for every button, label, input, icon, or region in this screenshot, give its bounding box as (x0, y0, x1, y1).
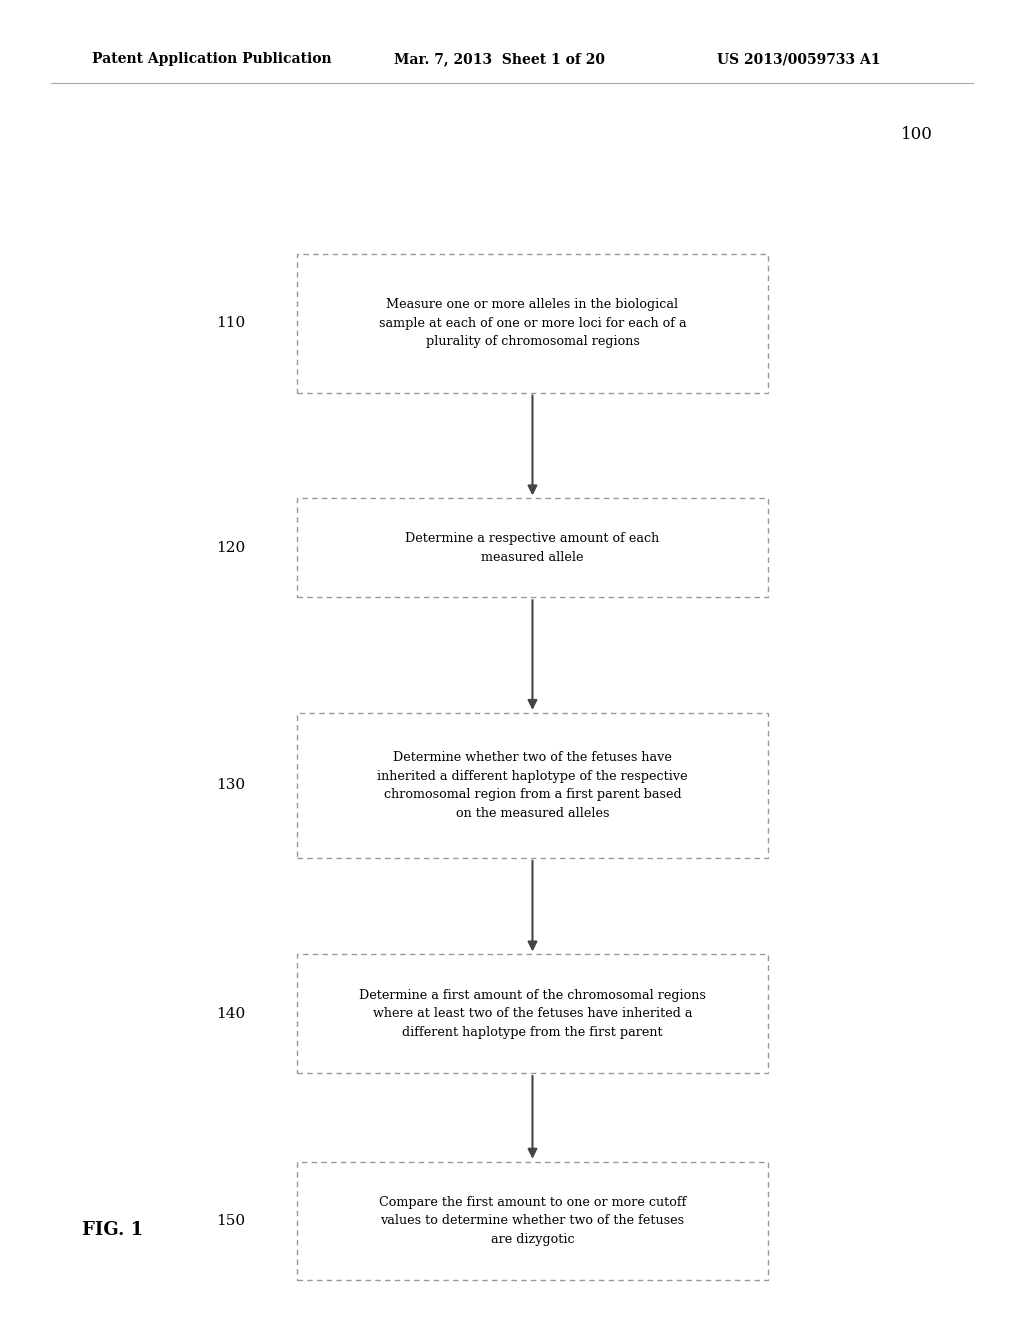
Bar (297, 1162, 768, 1280)
Text: Patent Application Publication: Patent Application Publication (92, 53, 332, 66)
Text: Measure one or more alleles in the biological
sample at each of one or more loci: Measure one or more alleles in the biolo… (379, 298, 686, 348)
Text: 100: 100 (901, 127, 933, 143)
Text: 150: 150 (216, 1214, 245, 1228)
Text: 110: 110 (216, 317, 245, 330)
Text: 120: 120 (216, 541, 245, 554)
Text: US 2013/0059733 A1: US 2013/0059733 A1 (717, 53, 881, 66)
Text: 140: 140 (216, 1007, 245, 1020)
Text: Determine a respective amount of each
measured allele: Determine a respective amount of each me… (406, 532, 659, 564)
Text: Compare the first amount to one or more cutoff
values to determine whether two o: Compare the first amount to one or more … (379, 1196, 686, 1246)
Bar (297, 253, 768, 393)
Text: 130: 130 (216, 779, 245, 792)
Bar (297, 713, 768, 858)
Bar (297, 954, 768, 1073)
Text: Determine whether two of the fetuses have
inherited a different haplotype of the: Determine whether two of the fetuses hav… (377, 751, 688, 820)
Text: Determine a first amount of the chromosomal regions
where at least two of the fe: Determine a first amount of the chromoso… (359, 989, 706, 1039)
Text: FIG. 1: FIG. 1 (82, 1221, 143, 1239)
Bar (297, 499, 768, 597)
Text: Mar. 7, 2013  Sheet 1 of 20: Mar. 7, 2013 Sheet 1 of 20 (394, 53, 605, 66)
